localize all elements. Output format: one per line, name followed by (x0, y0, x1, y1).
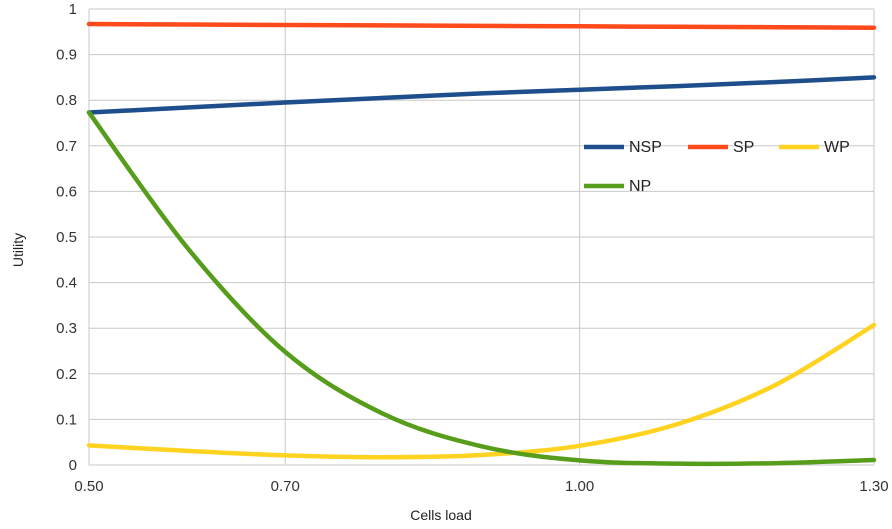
legend-item-np: NP (584, 178, 651, 195)
legend-item-wp: WP (779, 139, 850, 156)
x-tick-label: 1.30 (859, 478, 888, 495)
y-tick-label: 0.2 (56, 366, 77, 383)
y-tick-label: 0.9 (56, 47, 77, 64)
x-axis-ticks: 0.50 0.70 1.00 1.30 (74, 478, 888, 495)
legend-item-nsp: NSP (584, 139, 662, 156)
y-tick-label: 0 (69, 457, 77, 474)
y-tick-label: 0.5 (56, 229, 77, 246)
gridlines (88, 8, 875, 466)
legend-label-np: NP (629, 178, 651, 195)
y-axis-label: Utility (10, 233, 26, 267)
y-tick-label: 0.3 (56, 320, 77, 337)
series-line-sp (86, 21, 877, 30)
series-lines (86, 21, 877, 467)
y-axis-ticks: 0 0.1 0.2 0.3 0.4 0.5 0.6 0.7 0.8 0.9 1 (56, 1, 77, 474)
x-tick-label: 0.50 (74, 478, 103, 495)
x-tick-label: 1.00 (565, 478, 594, 495)
series-line-wp (86, 322, 877, 460)
series-line-nsp (86, 75, 877, 115)
y-tick-label: 0.1 (56, 411, 77, 428)
y-tick-label: 0.7 (56, 138, 77, 155)
legend-label-wp: WP (824, 139, 850, 156)
legend-label-nsp: NSP (629, 139, 662, 156)
x-tick-label: 0.70 (271, 478, 300, 495)
series-line-np (86, 110, 877, 467)
y-tick-label: 1 (69, 1, 77, 18)
x-axis-label: Cells load (410, 507, 471, 523)
legend: NSP SP WP NP (584, 139, 850, 195)
legend-item-sp: SP (688, 139, 754, 156)
y-tick-label: 0.8 (56, 92, 77, 109)
y-tick-label: 0.4 (56, 275, 77, 292)
y-tick-label: 0.6 (56, 183, 77, 200)
legend-label-sp: SP (733, 139, 754, 156)
